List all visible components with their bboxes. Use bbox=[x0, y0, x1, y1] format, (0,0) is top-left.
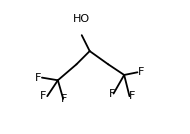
Text: F: F bbox=[61, 94, 68, 104]
Text: F: F bbox=[138, 67, 145, 77]
Text: F: F bbox=[109, 89, 116, 98]
Text: F: F bbox=[40, 91, 47, 101]
Text: F: F bbox=[129, 91, 135, 101]
Text: HO: HO bbox=[73, 14, 90, 24]
Text: F: F bbox=[35, 73, 41, 83]
